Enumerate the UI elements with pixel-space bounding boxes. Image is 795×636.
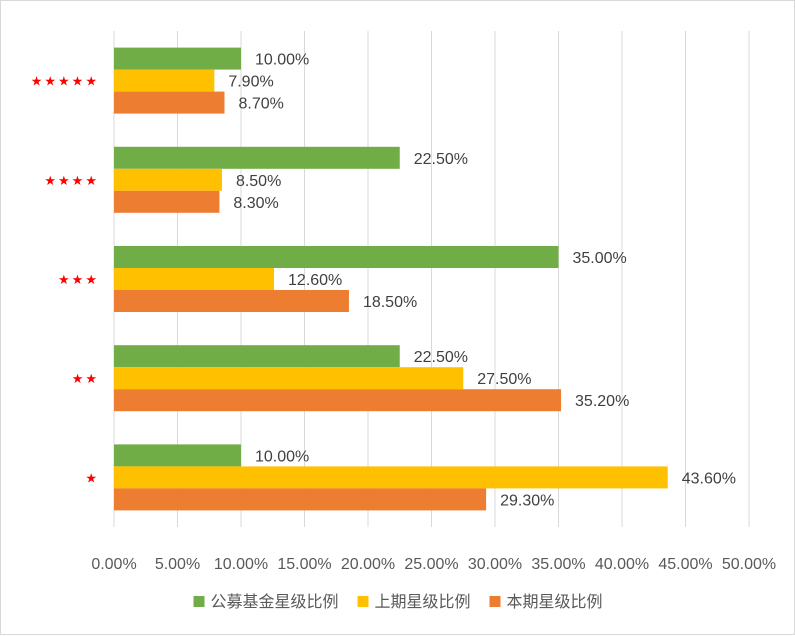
bar bbox=[114, 246, 559, 268]
data-label: 22.50% bbox=[414, 151, 468, 168]
bar bbox=[114, 389, 562, 412]
x-tick-label: 30.00% bbox=[468, 556, 522, 573]
x-tick-label: 10.00% bbox=[214, 556, 268, 573]
bar bbox=[114, 47, 241, 70]
data-label: 35.00% bbox=[573, 250, 627, 267]
x-tick-label: 0.00% bbox=[91, 556, 136, 573]
bar bbox=[114, 444, 241, 467]
bars bbox=[114, 47, 668, 511]
data-label: 35.20% bbox=[575, 393, 629, 410]
legend-swatch bbox=[357, 596, 369, 607]
legend-swatch bbox=[489, 596, 501, 607]
gridlines bbox=[113, 31, 750, 527]
category-label: ★★★★ bbox=[44, 174, 99, 189]
x-tick-label: 35.00% bbox=[531, 556, 585, 573]
x-tick-label: 5.00% bbox=[155, 556, 200, 573]
data-label: 29.30% bbox=[500, 492, 554, 509]
data-label: 43.60% bbox=[682, 470, 736, 487]
x-tick-label: 45.00% bbox=[658, 556, 712, 573]
bar bbox=[114, 367, 464, 390]
category-label: ★★★★★ bbox=[31, 75, 99, 90]
bar bbox=[114, 345, 400, 368]
bar bbox=[114, 91, 225, 114]
data-label: 10.00% bbox=[255, 52, 309, 69]
x-tick-label: 40.00% bbox=[595, 556, 649, 573]
x-tick-label: 20.00% bbox=[341, 556, 395, 573]
data-label: 18.50% bbox=[363, 294, 417, 311]
bar bbox=[114, 168, 222, 191]
data-label: 7.90% bbox=[228, 74, 273, 91]
bar bbox=[114, 466, 668, 489]
bar bbox=[114, 268, 275, 290]
data-label: 10.00% bbox=[255, 448, 309, 465]
category-label: ★★★ bbox=[58, 273, 99, 288]
category-label: ★★ bbox=[72, 372, 99, 387]
x-axis-tick-labels: 0.00% 5.00% 10.00% 15.00% 20.00% 25.00% 30.00%… bbox=[91, 556, 776, 573]
bar bbox=[114, 488, 487, 511]
data-label: 8.70% bbox=[238, 96, 283, 113]
data-label: 27.50% bbox=[477, 371, 531, 388]
legend-label: 公募基金星级比例 bbox=[211, 592, 339, 611]
data-label: 22.50% bbox=[414, 349, 468, 366]
data-label: 12.60% bbox=[288, 272, 342, 289]
legend-label: 上期星级比例 bbox=[375, 592, 471, 611]
category-labels: ★★★★★★★★★★★★★★★ bbox=[31, 75, 99, 487]
legend-label: 本期星级比例 bbox=[507, 592, 603, 611]
bar bbox=[114, 69, 215, 92]
x-tick-label: 25.00% bbox=[404, 556, 458, 573]
data-label: 8.30% bbox=[233, 195, 278, 212]
data-labels: 10.00% 7.90% 8.70% 22.50% 8.50% 8.30% 35.00% 12… bbox=[228, 52, 736, 510]
legend: 公募基金星级比例 上期星级比例 本期星级比例 bbox=[193, 592, 603, 611]
legend-swatch bbox=[193, 596, 205, 607]
bar bbox=[114, 146, 400, 169]
x-tick-label: 15.00% bbox=[277, 556, 331, 573]
data-label: 8.50% bbox=[236, 173, 281, 190]
bar bbox=[114, 290, 349, 312]
category-label: ★ bbox=[85, 471, 99, 486]
bar bbox=[114, 190, 220, 213]
x-tick-label: 50.00% bbox=[722, 556, 776, 573]
